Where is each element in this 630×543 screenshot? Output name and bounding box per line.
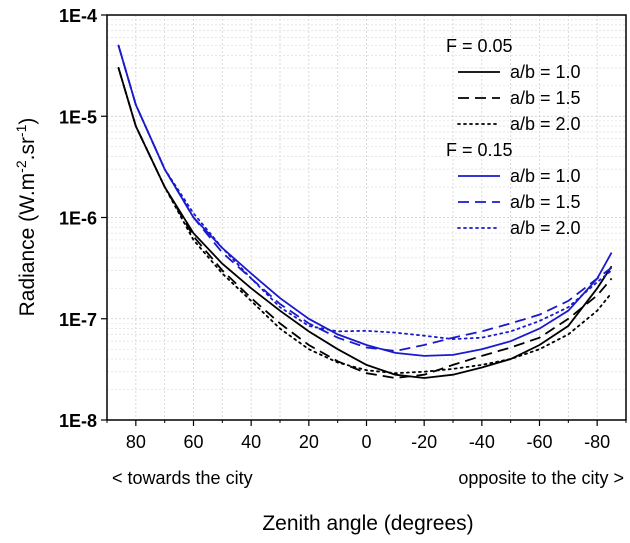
- x-axis-title: Zenith angle (degrees): [262, 512, 473, 535]
- y-tick-label: 1E-7: [59, 310, 97, 330]
- x-tick-label: -80: [584, 432, 610, 452]
- x-tick-label: 60: [183, 432, 203, 452]
- series-line-1: [117, 67, 613, 379]
- y-tick-label: 1E-8: [59, 411, 97, 431]
- series-line-5: [117, 45, 613, 352]
- legend-group-title: F = 0.05: [446, 36, 513, 56]
- legend-entry-label: a/b = 1.5: [510, 192, 581, 212]
- x-tick-label: 0: [361, 432, 371, 452]
- legend-entry-label: a/b = 1.0: [510, 166, 581, 186]
- y-tick-label: 1E-6: [59, 209, 97, 229]
- x-tick-label: 80: [126, 432, 146, 452]
- grid-layer: [106, 15, 627, 421]
- series-line-2: [117, 67, 613, 379]
- x-tick-label: -40: [469, 432, 495, 452]
- legend-entry-label: a/b = 2.0: [510, 114, 581, 134]
- legend-entry-label: a/b = 2.0: [510, 218, 581, 238]
- y-tick-label: 1E-4: [59, 6, 97, 26]
- x-tick-label: 20: [299, 432, 319, 452]
- legend-entry-label: a/b = 1.0: [510, 62, 581, 82]
- y-axis-title-mid: .sr: [16, 137, 39, 160]
- x-tick-label: 40: [241, 432, 261, 452]
- y-axis-title-sup2: -1: [13, 124, 29, 137]
- series-line-6: [117, 44, 613, 341]
- x-annotation-right: opposite to the city >: [458, 468, 624, 488]
- legend-entry-label: a/b = 1.5: [510, 88, 581, 108]
- y-axis-title-end: ): [16, 118, 39, 125]
- series-line-3: [117, 67, 613, 375]
- x-tick-label: -20: [411, 432, 437, 452]
- x-annotation-left: < towards the city: [112, 468, 253, 488]
- y-axis-title: Radiance (W.m-2.sr-1): [13, 118, 39, 317]
- legend-group-title: F = 0.15: [446, 140, 513, 160]
- series-layer: [117, 44, 613, 379]
- legend: F = 0.05 a/b = 1.0 a/b = 1.5 a/b = 2.0 F = 0…: [446, 36, 581, 238]
- y-axis-title-base: Radiance (W.m: [16, 173, 39, 317]
- tick-layer: 80 60 40 20 0 -20 -40 -60 -80 1E-8 1E-7 1E-6 1E-5 1E-…: [59, 6, 627, 452]
- y-axis-title-sup1: -2: [13, 160, 29, 173]
- y-tick-label: 1E-5: [59, 107, 97, 127]
- x-tick-label: -60: [526, 432, 552, 452]
